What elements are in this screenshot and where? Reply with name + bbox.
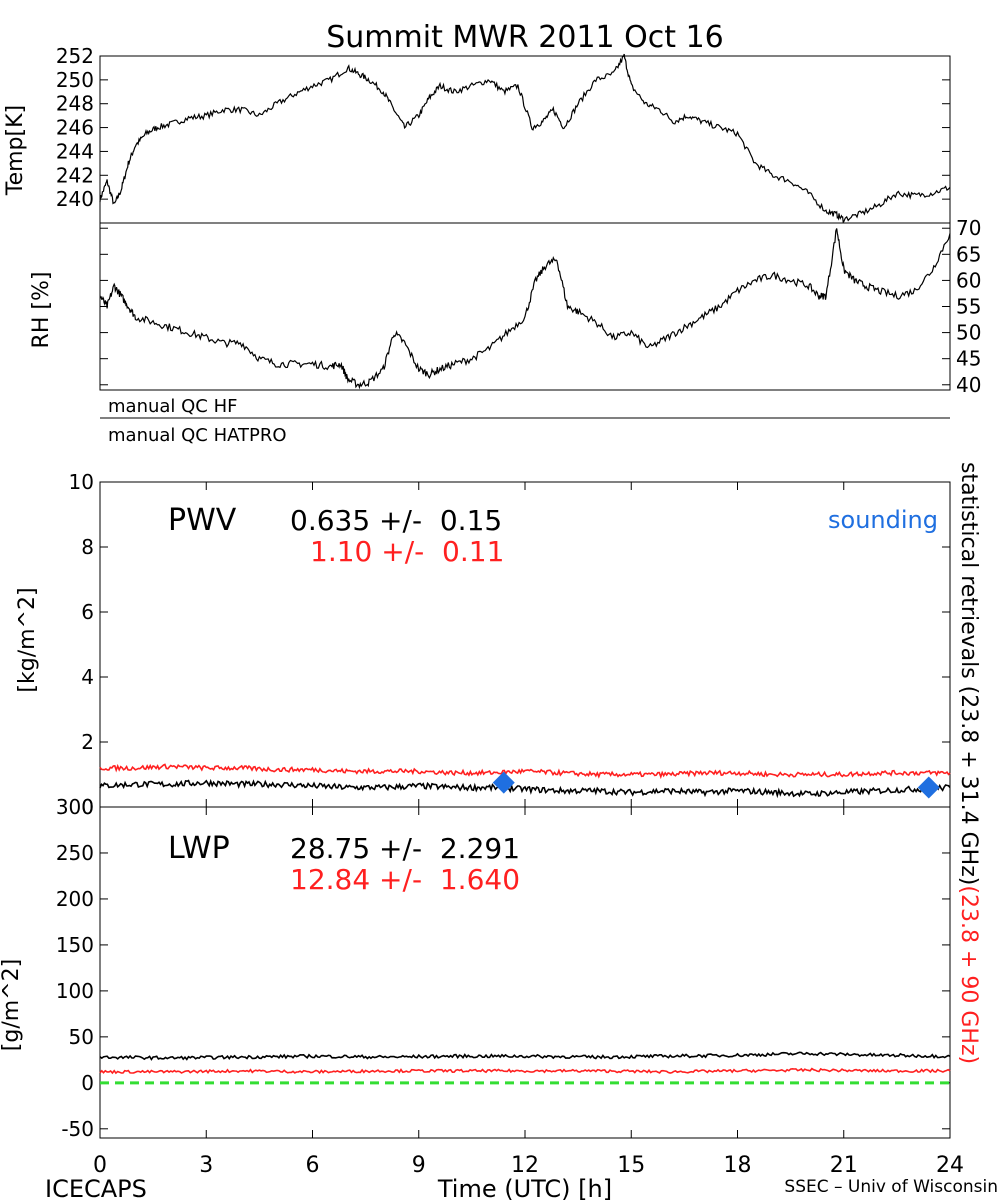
y-tick-label: 55 bbox=[956, 295, 981, 319]
y-tick-label: 0 bbox=[81, 1071, 94, 1095]
y-tick-label: 100 bbox=[56, 979, 94, 1003]
y-tick-label: 65 bbox=[956, 242, 981, 266]
temp-frame bbox=[99, 55, 951, 224]
pwv-black-series bbox=[99, 778, 951, 799]
x-tick-label: 18 bbox=[724, 1153, 752, 1178]
y-tick-label: 246 bbox=[56, 116, 94, 140]
y-tick-label: 50 bbox=[956, 321, 981, 345]
y-tick-label: 8 bbox=[81, 535, 94, 559]
sounding-legend: sounding bbox=[828, 506, 938, 534]
x-tick-label: 15 bbox=[617, 1153, 645, 1178]
y-tick-label: 70 bbox=[956, 216, 981, 240]
y-tick-label: 45 bbox=[956, 347, 981, 371]
temp-series-line bbox=[99, 53, 951, 223]
y-tick-label: 240 bbox=[56, 187, 94, 211]
footer-right: SSEC – Univ of Wisconsin bbox=[784, 1177, 998, 1197]
y-tick-label: 250 bbox=[56, 68, 94, 92]
rh-ylabel: RH [%] bbox=[29, 272, 54, 349]
pwv-panel: 0 2 4 6 8 10 [kg/m^2] PWV 0.635 +/- 0.15 1.10… bbox=[15, 470, 951, 819]
figure-title: Summit MWR 2011 Oct 16 bbox=[326, 20, 724, 55]
y-tick-label: 50 bbox=[69, 1025, 94, 1049]
sounding-point bbox=[917, 776, 940, 799]
lwp-ylabel: [g/m^2] bbox=[0, 959, 24, 1051]
x-tick-label: 24 bbox=[936, 1153, 964, 1178]
y-tick-label: 10 bbox=[69, 470, 94, 494]
y-tick-label: 244 bbox=[56, 139, 94, 163]
y-tick-label: 0 bbox=[81, 795, 94, 819]
pwv-red-series bbox=[99, 763, 951, 780]
qc-hf-label: manual QC HF bbox=[108, 396, 237, 417]
right-label-red: (23.8 + 90 GHz) bbox=[956, 885, 981, 1064]
right-vertical-label: statistical retrievals (23.8 + 31.4 GHz)… bbox=[956, 462, 981, 1064]
y-tick-label: 242 bbox=[56, 163, 94, 187]
rh-frame bbox=[99, 222, 951, 391]
footer-left: ICECAPS bbox=[45, 1175, 147, 1200]
lwp-red-series bbox=[99, 1067, 951, 1075]
x-tick-label: 21 bbox=[830, 1153, 858, 1178]
y-tick-label: 6 bbox=[81, 600, 94, 624]
y-tick-label: 2 bbox=[81, 730, 94, 754]
temp-ylabel: Temp[K] bbox=[3, 105, 28, 196]
lwp-black-series bbox=[99, 1051, 951, 1061]
right-label-black: statistical retrievals (23.8 + 31.4 GHz) bbox=[956, 462, 981, 885]
qc-hatpro-label: manual QC HATPRO bbox=[108, 425, 287, 446]
x-axis-label: Time (UTC) [h] bbox=[437, 1175, 612, 1200]
pwv-black-stat: 0.635 +/- 0.15 bbox=[290, 504, 502, 537]
lwp-name: LWP bbox=[168, 831, 230, 866]
y-tick-label: 200 bbox=[56, 887, 94, 911]
pwv-red-stat: 1.10 +/- 0.11 bbox=[310, 535, 504, 568]
y-tick-label: -50 bbox=[61, 1117, 94, 1141]
y-tick-label: 40 bbox=[956, 373, 981, 397]
x-tick-label: 9 bbox=[412, 1153, 426, 1178]
y-tick-label: 300 bbox=[56, 795, 94, 819]
x-tick-label: 3 bbox=[199, 1153, 213, 1178]
sounding-point bbox=[492, 771, 515, 794]
y-tick-label: 60 bbox=[956, 268, 981, 292]
y-tick-label: 250 bbox=[56, 841, 94, 865]
y-tick-label: 252 bbox=[56, 44, 94, 68]
y-tick-label: 150 bbox=[56, 933, 94, 957]
qc-area: manual QC HF manual QC HATPRO bbox=[100, 396, 950, 446]
pwv-name: PWV bbox=[168, 503, 237, 538]
x-tick-label: 12 bbox=[511, 1153, 539, 1178]
x-tick-label: 0 bbox=[93, 1153, 107, 1178]
y-tick-label: 248 bbox=[56, 92, 94, 116]
x-tick-label: 6 bbox=[306, 1153, 320, 1178]
y-tick-label: 4 bbox=[81, 665, 94, 689]
lwp-panel: -50 0 50 100 150 200 250 300 0 3 6 9 12 15 18 21 24 [g/… bbox=[0, 795, 964, 1178]
lwp-black-stat: 28.75 +/- 2.291 bbox=[290, 832, 520, 865]
pwv-ylabel: [kg/m^2] bbox=[15, 587, 40, 692]
rh-series-line bbox=[99, 228, 951, 390]
lwp-red-stat: 12.84 +/- 1.640 bbox=[290, 863, 520, 896]
